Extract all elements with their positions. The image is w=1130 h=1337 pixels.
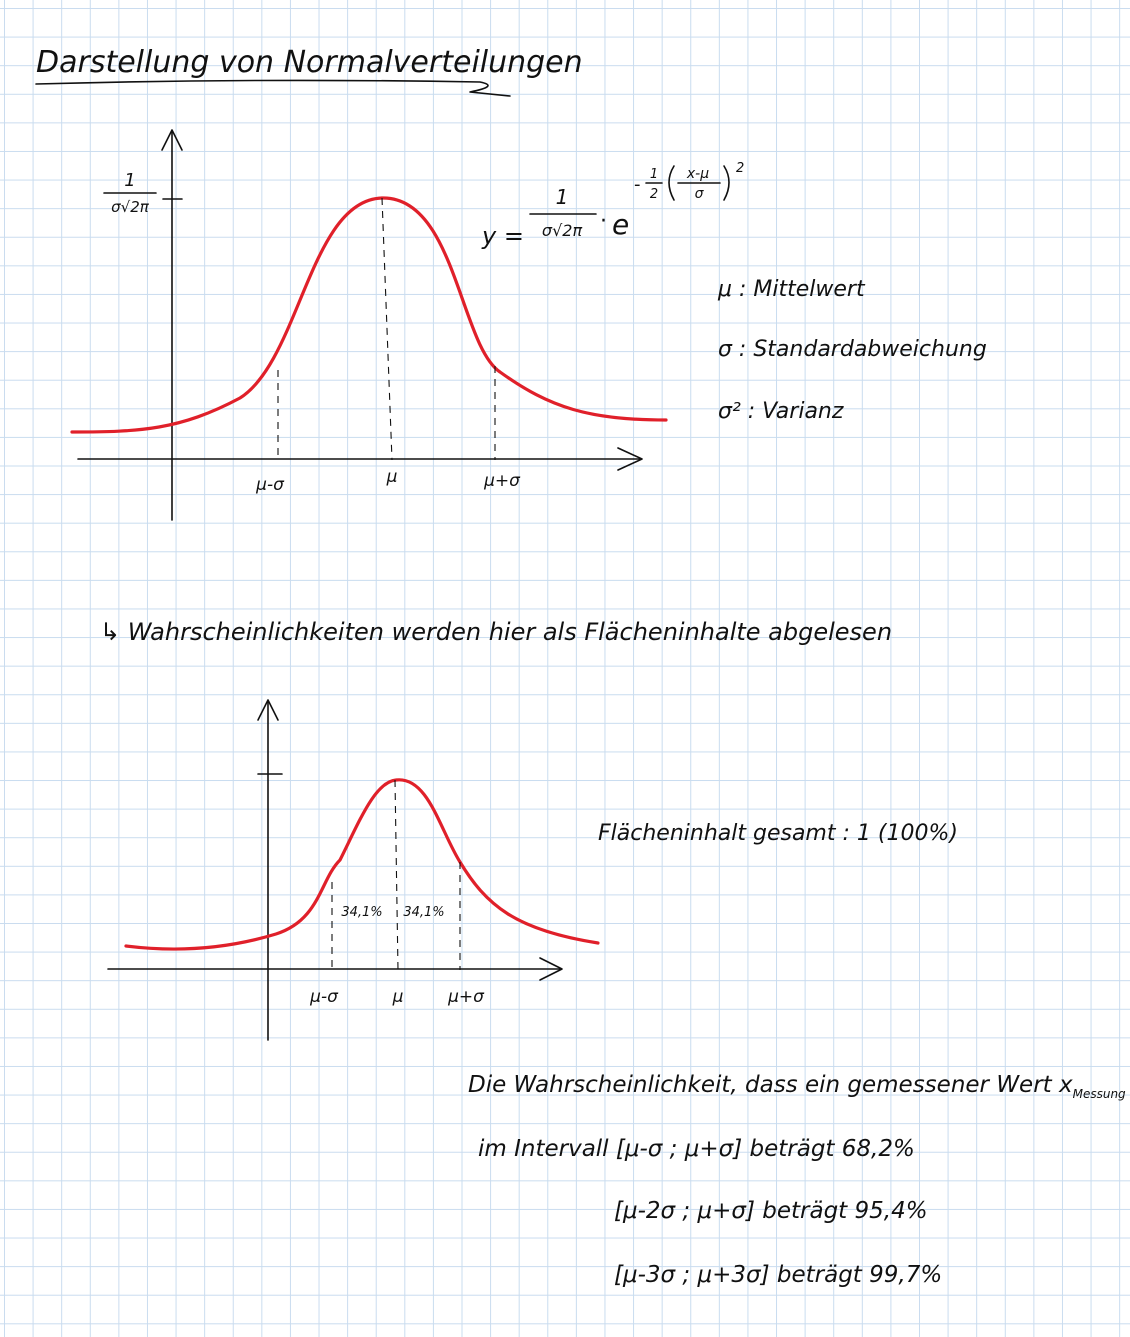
probability-note: ↳ Wahrscheinlichkeiten werden hier als F… <box>100 618 892 646</box>
y-axis-1-arrow <box>161 129 183 151</box>
prob-line-4: [μ-3σ ; μ+3σ] beträgt 99,7% <box>614 1262 942 1288</box>
graph-2: 34,1% 34,1% μ-σ μ μ+σ <box>107 699 600 1041</box>
graph-1: 1 σ√2π μ-σ μ μ+σ <box>70 129 668 521</box>
prob-line-3: [μ-2σ ; μ+σ] beträgt 95,4% <box>614 1198 928 1224</box>
formula-dot: · <box>600 209 607 234</box>
x2-label-mu-plus-sigma: μ+σ <box>447 987 485 1007</box>
x-label-mu-plus-sigma: μ+σ <box>483 471 521 491</box>
density-formula: y = 1 σ√2π · e - 1 2 x-μ σ 2 <box>481 161 744 250</box>
normal-curve-2 <box>124 778 600 951</box>
x-axis-2-arrow <box>539 957 563 981</box>
dashed-line-2-mu <box>394 779 399 971</box>
x2-label-mu: μ <box>392 987 404 1007</box>
y-tick-1-numerator: 1 <box>124 170 135 191</box>
y-tick-1-denominator: σ√2π <box>111 198 150 216</box>
title-underline <box>35 79 511 97</box>
prob-line-1-subscript: Messung <box>1073 1087 1126 1101</box>
y-axis-2-arrow <box>257 699 279 721</box>
formula-lhs: y = <box>481 222 524 250</box>
formula-frac-denominator: σ√2π <box>542 221 583 240</box>
legend-mu: μ : Mittelwert <box>717 277 866 302</box>
legend-sigma: σ : Standardabweichung <box>718 337 987 362</box>
page-title: Darstellung von Normalverteilungen <box>36 45 583 80</box>
formula-exp-paren-left <box>668 165 675 201</box>
area-label-right: 34,1% <box>403 905 444 920</box>
total-area-text: Flächeninhalt gesamt : 1 (100%) <box>598 821 958 846</box>
formula-frac-numerator: 1 <box>556 185 569 209</box>
normal-curve-1 <box>70 196 668 434</box>
x2-label-mu-minus-sigma: μ-σ <box>309 987 339 1007</box>
x-axis-1-arrow <box>617 447 643 471</box>
formula-exp-half-den: 2 <box>650 187 658 202</box>
legend-variance: σ² : Varianz <box>718 399 844 424</box>
formula-exp-power: 2 <box>736 161 744 176</box>
formula-exp-half-num: 1 <box>650 167 658 182</box>
formula-exp-inner-num: x-μ <box>686 166 709 182</box>
prob-line-2: im Intervall [μ-σ ; μ+σ] beträgt 68,2% <box>478 1136 915 1162</box>
formula-base-e: e <box>612 208 629 241</box>
dashed-line-mu <box>381 197 393 461</box>
formula-exp-sign: - <box>634 174 641 195</box>
area-label-left: 34,1% <box>341 905 382 920</box>
prob-line-1: Die Wahrscheinlichkeit, dass ein gemesse… <box>468 1072 1126 1101</box>
formula-exp-inner-den: σ <box>695 186 705 202</box>
x-label-mu: μ <box>386 467 398 487</box>
formula-exp-paren-right <box>723 165 730 201</box>
x-label-mu-minus-sigma: μ-σ <box>255 475 285 495</box>
prob-line-1-text: Die Wahrscheinlichkeit, dass ein gemesse… <box>468 1072 1073 1098</box>
